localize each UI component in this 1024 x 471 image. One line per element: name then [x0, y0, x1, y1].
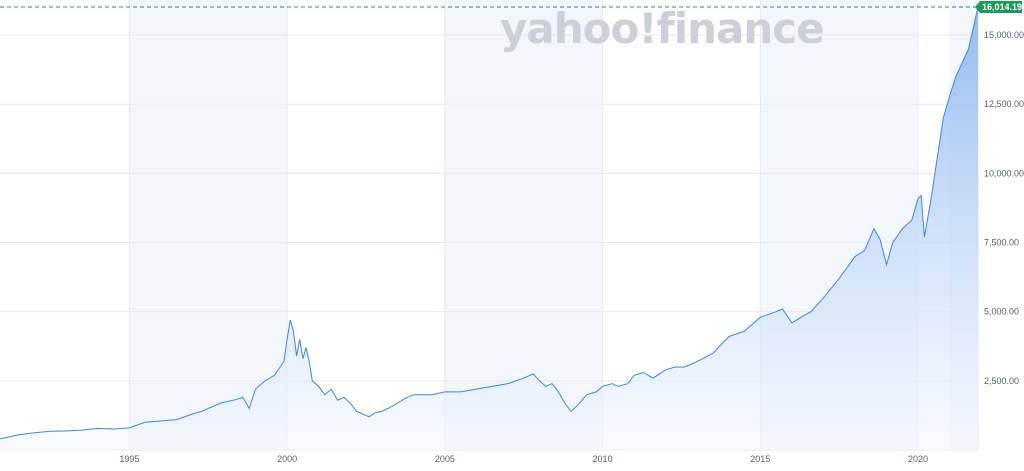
- last-price-badge-text: 16,014.19: [982, 2, 1022, 12]
- x-tick-label: 1995: [119, 454, 139, 464]
- last-price-badge: 16,014.19: [975, 1, 1022, 13]
- y-tick-label: 12,500.00: [984, 99, 1024, 109]
- x-tick-label: 2010: [593, 454, 613, 464]
- x-tick-label: 2020: [908, 454, 928, 464]
- year-band: [129, 0, 288, 450]
- price-line: [0, 6, 979, 440]
- y-tick-label: 10,000.00: [984, 168, 1024, 178]
- year-band: [444, 0, 603, 450]
- x-axis-labels: 1995 2000 2005 2010 2015 2020: [119, 454, 928, 464]
- y-axis-labels: 2,500.00 5,000.00 7,500.00 10,000.00 12,500.…: [984, 30, 1024, 386]
- y-tick-label: 2,500.00: [984, 376, 1019, 386]
- y-tick-label: 15,000.00: [984, 30, 1024, 40]
- x-tick-label: 2000: [277, 454, 297, 464]
- last-price-badge-shape: [975, 1, 1022, 13]
- x-tick-label: 2005: [435, 454, 455, 464]
- y-tick-label: 5,000.00: [984, 307, 1019, 317]
- price-area: [0, 7, 978, 450]
- x-tick-label: 2015: [750, 454, 770, 464]
- y-tick-label: 7,500.00: [984, 238, 1019, 248]
